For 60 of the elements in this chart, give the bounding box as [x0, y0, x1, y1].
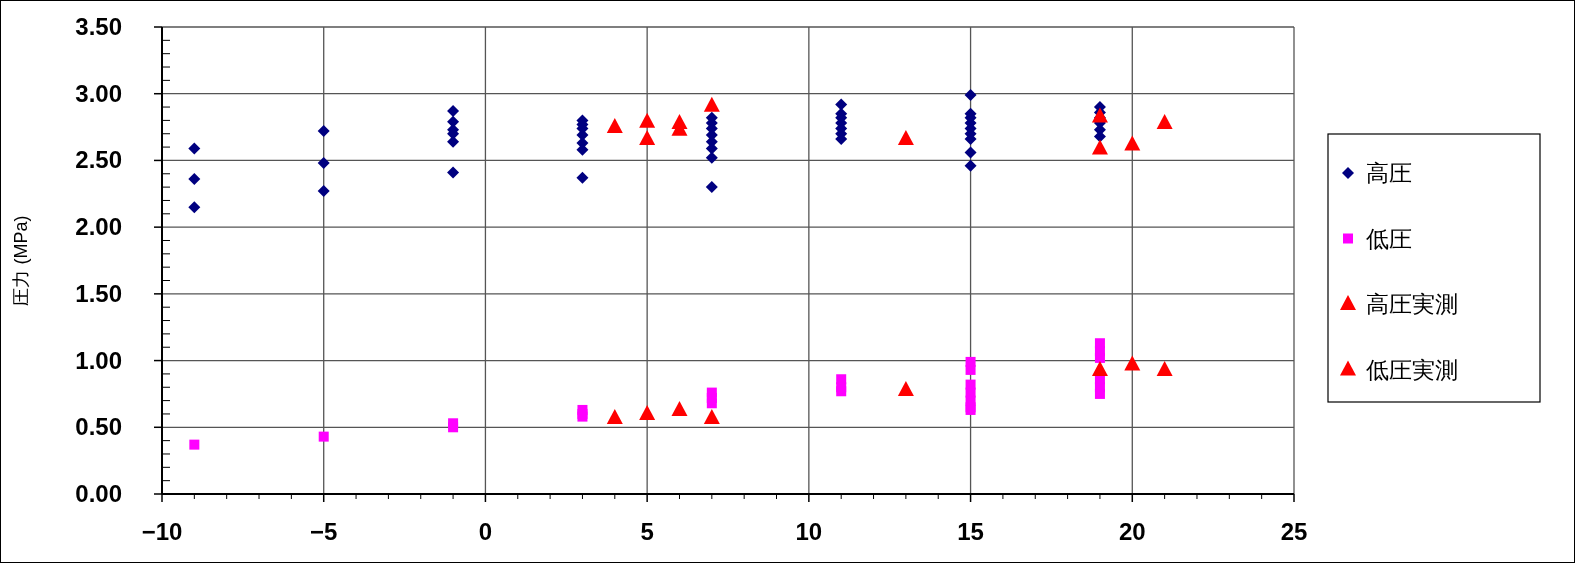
- y-tick-label: 3.00: [75, 79, 122, 107]
- point: [189, 439, 200, 450]
- x-tick-label: 5: [640, 518, 654, 545]
- point: [448, 422, 459, 433]
- y-axis-title: 圧力 (MPa): [11, 215, 31, 306]
- legend-label: 低圧実測: [1366, 356, 1458, 383]
- y-tick-label: 1.00: [75, 346, 122, 374]
- point: [447, 105, 460, 118]
- y-tick-label: 2.00: [75, 213, 122, 241]
- point: [1156, 114, 1173, 130]
- point: [188, 173, 201, 186]
- x-tick-label: 15: [957, 518, 984, 545]
- legend-label: 高圧実測: [1366, 291, 1458, 317]
- y-tick-label: 0.50: [75, 413, 122, 441]
- point: [1156, 360, 1173, 376]
- point: [705, 181, 718, 194]
- x-tick-label: −5: [310, 518, 338, 545]
- legend-label: 低圧: [1366, 225, 1412, 252]
- point: [964, 89, 977, 102]
- point: [1124, 355, 1141, 371]
- point: [447, 166, 460, 179]
- point: [1091, 139, 1108, 155]
- point: [639, 130, 656, 146]
- point: [1094, 352, 1105, 363]
- point: [965, 364, 976, 375]
- point: [835, 98, 848, 111]
- point: [188, 142, 201, 155]
- point: [706, 398, 717, 409]
- point: [964, 146, 977, 159]
- x-tick-label: 0: [478, 518, 493, 545]
- x-tick-label: 10: [795, 518, 823, 545]
- point: [576, 171, 589, 184]
- point: [639, 404, 656, 420]
- point: [188, 201, 201, 214]
- point: [317, 125, 330, 138]
- legend-label: 高圧: [1366, 160, 1412, 186]
- point: [897, 130, 914, 146]
- point: [964, 159, 977, 172]
- point: [606, 408, 623, 424]
- point: [317, 185, 330, 198]
- x-tick-label: −10: [141, 518, 183, 545]
- point: [1124, 135, 1141, 151]
- point: [836, 386, 847, 397]
- y-tick-label: 1.50: [75, 279, 122, 307]
- point: [1091, 107, 1108, 123]
- point: [606, 118, 623, 134]
- x-tick-label: 25: [1280, 518, 1308, 545]
- point: [671, 400, 688, 416]
- y-tick-label: 3.50: [75, 13, 122, 40]
- point: [639, 112, 656, 128]
- point: [703, 96, 720, 112]
- point: [897, 380, 914, 396]
- point: [703, 408, 720, 424]
- y-tick-label: 2.50: [75, 146, 122, 174]
- point: [318, 431, 329, 442]
- point: [1094, 388, 1105, 399]
- y-tick-label: 0.00: [75, 480, 122, 507]
- point: [317, 157, 330, 170]
- point: [1091, 360, 1108, 376]
- x-tick-label: 20: [1118, 518, 1146, 545]
